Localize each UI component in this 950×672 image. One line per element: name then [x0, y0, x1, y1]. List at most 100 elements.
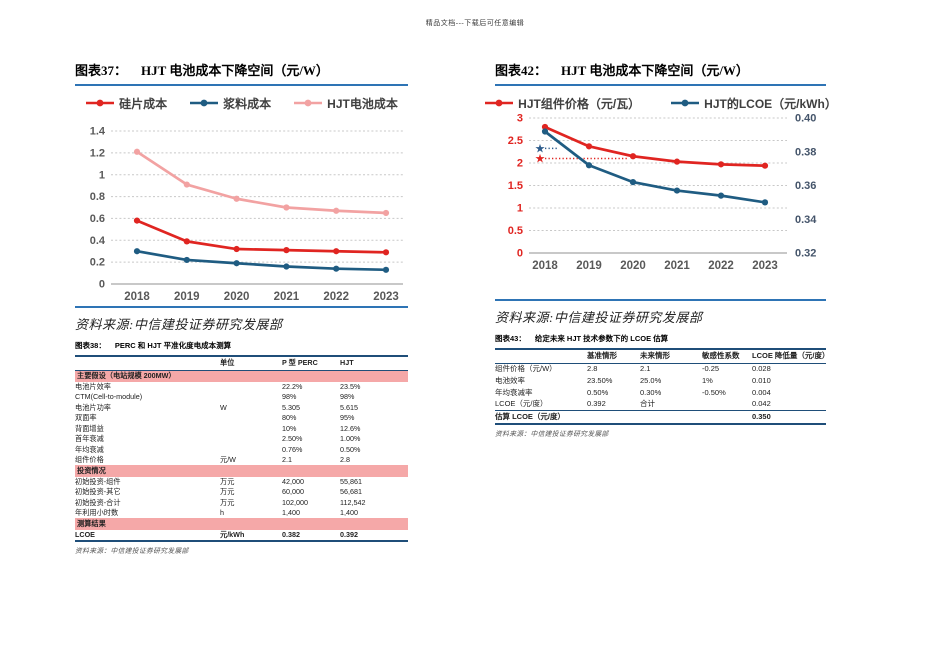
legend-label: HJT组件价格（元/瓦） [518, 96, 641, 111]
legend-item: HJT的LCOE（元/kWh） [670, 95, 837, 112]
series-0 [133, 217, 390, 256]
table-cell: 0.382 [282, 529, 300, 539]
table-cell: 25.0% [640, 376, 662, 386]
table-cell: 23.5% [340, 382, 361, 391]
table-cell: 初始投资-其它 [75, 487, 121, 497]
section-label: 投资情况 [75, 465, 408, 477]
table-cell [587, 410, 640, 424]
y-axis-tick-label: 3 [517, 113, 523, 125]
data-point [333, 248, 340, 255]
data-point [585, 162, 593, 169]
x-axis-tick-label: 2020 [620, 260, 646, 272]
figure37-body: 硅片成本 浆料成本 HJT电池成本 0 0.2 0.4 0.6 0.8 1 1.2 1.4 2018… [75, 93, 408, 308]
series-2 [133, 148, 390, 217]
table-cell: 年均衰减率 [495, 387, 533, 397]
table-cell: 0.50% [587, 387, 609, 397]
y-axis-tick-label: 1 [517, 203, 523, 215]
table-row: 组件价格（元/W） 2.8 2.1 -0.25 0.028 [495, 363, 826, 375]
data-point [283, 247, 290, 254]
table-row: 初始投资-其它 万元 60,000 56,681 [75, 487, 408, 497]
y-axis-tick-label: 1 [99, 169, 105, 181]
table-cell: 电池效率 [495, 376, 525, 386]
table-cell: 0.042 [752, 399, 771, 409]
data-point [233, 245, 240, 253]
table-cell: 10% [282, 423, 297, 433]
data-point [333, 265, 340, 272]
table-cell: 1.00% [340, 434, 361, 444]
table-cell: 102,000 [282, 497, 308, 507]
legend-marker-icon [86, 99, 115, 107]
table-row: 双面率 80% 95% [75, 413, 408, 423]
table-row: LCOE 元/kWh 0.382 0.392 [75, 530, 408, 541]
table-row: 背面增益 10% 12.6% [75, 424, 408, 434]
section-row: 主要假设（电站规模 200MW） [75, 370, 408, 382]
table-row: 年均衰减率 0.50% 0.30% -0.50% 0.004 [495, 387, 826, 399]
table-cell: 0.392 [340, 529, 358, 539]
table-cell: 42,000 [282, 476, 304, 486]
table-row: 估算 LCOE（元/度） 0.350 [495, 410, 826, 424]
table-cell: 电池片效率 [75, 382, 111, 391]
table43-source: 资料来源：中信建投证券研究发展部 [495, 430, 609, 438]
table-cell: 12.6% [340, 423, 361, 433]
table-cell: 2.1 [282, 455, 292, 465]
table-row: 首年衰减 2.50% 1.00% [75, 434, 408, 444]
data-point [183, 256, 190, 264]
table-cell: 电池片功率 [75, 402, 111, 412]
data-point [629, 179, 637, 186]
table-cell: 首年衰减 [75, 434, 104, 444]
table-cell: 元/W [220, 455, 236, 465]
table-cell: CTM(Cell-to-module) [75, 392, 143, 402]
y-axis-tick-label: 1.2 [90, 147, 105, 159]
table-cell: 年利用小时数 [75, 508, 119, 518]
column-header [75, 356, 220, 371]
data-point [382, 266, 390, 273]
table-cell: 初始投资-组件 [75, 476, 121, 486]
secondary-y-axis-tick-label: 0.34 [795, 214, 817, 226]
table-cell: 95% [340, 413, 355, 423]
page-watermark: 精品文档---下载后可任意编辑 [425, 19, 525, 27]
table-row: CTM(Cell-to-module) 98% 98% [75, 392, 408, 402]
table-cell: 背面增益 [75, 423, 104, 433]
table-cell [220, 413, 282, 423]
table-cell: 万元 [220, 476, 235, 486]
table-cell: 0.392 [587, 399, 606, 409]
figure42-caption-title: HJT 电池成本下降空间（元/W） [561, 63, 749, 78]
y-axis-tick-label: 0.8 [90, 191, 105, 203]
figure42-body: HJT组件价格（元/瓦） HJT的LCOE（元/kWh） 0 0.5 1 1.5 2 2.5… [485, 93, 837, 301]
table-cell: 0.010 [752, 376, 771, 386]
figure37-caption-number: 图表37： [75, 63, 128, 78]
legend-item: HJT电池成本 [293, 95, 398, 112]
table-row: LCOE（元/度） 0.392 合计 0.042 [495, 399, 826, 411]
table-cell: 0.76% [282, 444, 303, 454]
table-header-row: 单位 P 型 PERC HJT [75, 356, 408, 371]
column-header: P 型 PERC [282, 356, 340, 371]
gridlines: 0 0.2 0.4 0.6 0.8 1 1.2 1.4 [90, 126, 403, 291]
table-row: 年利用小时数 h 1,400 1,400 [75, 508, 408, 518]
figure37-caption: 图表37： HJT 电池成本下降空间（元/W） [75, 57, 408, 86]
star-icon: ★ [535, 141, 546, 155]
left-column: 图表37： HJT 电池成本下降空间（元/W） 硅片成本 浆料成本 HJT电池成本 0… [75, 57, 408, 555]
table-cell: 双面率 [75, 413, 97, 423]
table-cell: 80% [282, 413, 297, 423]
table-cell: 23.50% [587, 376, 613, 386]
table-cell: 2.50% [282, 434, 303, 444]
table-cell: 98% [282, 392, 297, 402]
legend-item: HJT组件价格（元/瓦） [484, 95, 640, 112]
figure37-caption-title: HJT 电池成本下降空间（元/W） [141, 63, 329, 78]
section-label: 测算结果 [75, 518, 408, 530]
table-cell: 98% [340, 392, 355, 402]
data-point [283, 204, 290, 211]
table-cell: 组件价格 [75, 455, 104, 465]
table-row: 电池效率 23.50% 25.0% 1% 0.010 [495, 375, 826, 387]
table-cell: h [220, 508, 224, 518]
table-cell: 2.1 [640, 364, 651, 374]
table-cell: 56,681 [340, 487, 362, 497]
figure37-legend: 硅片成本 浆料成本 HJT电池成本 [75, 93, 408, 113]
y-axis-tick-label: 2 [517, 158, 523, 170]
secondary-y-axis-tick-label: 0.40 [795, 113, 816, 125]
y-axis-tick-label: 0.5 [508, 225, 523, 237]
table-cell: 估算 LCOE（元/度） [495, 410, 587, 424]
right-column: 图表42： HJT 电池成本下降空间（元/W） HJT组件价格（元/瓦） HJT的L… [485, 57, 837, 438]
data-point [629, 153, 637, 160]
table-cell: 112,542 [340, 497, 366, 507]
